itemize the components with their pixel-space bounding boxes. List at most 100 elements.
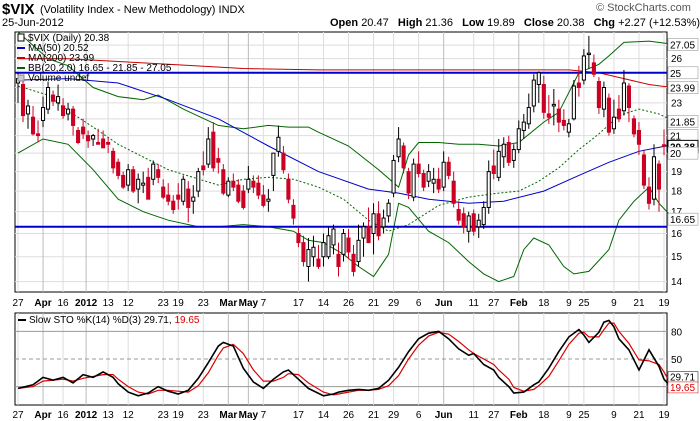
quote-date: 25-Jun-2012 — [2, 17, 64, 29]
x-tick-label: Apr — [34, 298, 51, 309]
x-tick-label: Feb — [510, 410, 528, 421]
value-label: 21 — [670, 132, 682, 143]
candle-body — [186, 188, 191, 208]
candle-body — [601, 87, 606, 110]
price-panel — [14, 31, 668, 293]
open-value: 20.47 — [361, 17, 389, 29]
symbol-name: (Volatility Index - New Methodology) — [40, 4, 216, 16]
x-tick-label: May — [239, 410, 259, 421]
value-label-box — [667, 146, 699, 160]
price-tick-label: 18 — [671, 187, 683, 198]
candle-body — [71, 108, 76, 126]
candle-body — [631, 118, 637, 135]
sto-tick-label: 80 — [671, 327, 683, 338]
candle-body — [176, 194, 181, 200]
x-tick-label: 21 — [633, 298, 645, 309]
x-tick-label: 9 — [611, 298, 617, 309]
value-label: 20 — [670, 149, 682, 160]
value-label: 23.99 — [670, 84, 695, 95]
candle-body — [166, 194, 171, 202]
x-tick-label: 26 — [343, 298, 355, 309]
change-value: +2.27 (+12.53%) — [618, 17, 700, 29]
candle-body — [361, 226, 366, 239]
x-tick-label: 9 — [566, 298, 572, 309]
candle-body — [451, 180, 456, 204]
x-tick-label: 19 — [173, 298, 185, 309]
stockcharts-logo: © StockCharts.com — [596, 2, 691, 14]
candle-body — [341, 232, 346, 255]
candle-body — [251, 180, 256, 188]
candle-body — [51, 94, 56, 102]
high-label: High — [397, 17, 423, 29]
candle-body — [321, 242, 326, 258]
candle-body — [426, 171, 431, 182]
price-tick-label: 23 — [671, 98, 683, 109]
candle-body — [636, 129, 642, 145]
x-tick-label: 27 — [488, 298, 500, 309]
x-tick-label: 27 — [12, 298, 24, 309]
x-tick-label: May — [239, 298, 259, 309]
x-tick-label: 16 — [58, 298, 70, 309]
x-tick-label: Mar — [219, 298, 237, 309]
candle-body — [456, 209, 461, 221]
candle-body — [316, 258, 321, 267]
legend-entry: $VIX (Daily) 20.38 — [28, 33, 110, 44]
candle-body — [101, 138, 106, 149]
candle-body — [626, 85, 631, 109]
x-tick-label: 19 — [658, 410, 670, 421]
candle-body — [406, 171, 411, 194]
x-tick-label: Jun — [435, 410, 453, 421]
candle-body — [40, 107, 46, 121]
candle-body — [86, 135, 91, 142]
candle-body — [241, 190, 246, 208]
legend-entry: MA(200) 23.99 — [28, 53, 95, 64]
x-tick-label: 18 — [538, 298, 550, 309]
candle-body — [246, 178, 251, 190]
candle-body — [536, 72, 541, 86]
x-tick-label: 17 — [293, 298, 305, 309]
candle-body — [261, 194, 266, 206]
high-value: 21.36 — [425, 17, 453, 29]
candle-body — [526, 107, 531, 125]
x-tick-label: 23 — [158, 410, 170, 421]
candle-body — [231, 180, 236, 188]
candle-body — [20, 84, 26, 117]
x-tick-label: 11 — [469, 298, 480, 309]
symbol-description: (Volatility Index - New Methodology) IND… — [40, 4, 245, 16]
candle-body — [531, 79, 536, 107]
candle-body — [56, 96, 61, 104]
candle-body — [211, 131, 216, 169]
candle-body — [586, 52, 591, 56]
candle-body — [466, 215, 471, 232]
candle-body — [511, 149, 516, 161]
close-value: 20.38 — [556, 17, 585, 29]
candle-body — [30, 116, 36, 135]
x-tick-label: 2012 — [75, 298, 98, 309]
candle-body — [161, 186, 166, 198]
value-label: 16.65 — [670, 215, 695, 226]
candle-body — [181, 178, 186, 202]
candle-body — [326, 235, 331, 258]
x-tick-label: 2012 — [75, 410, 98, 421]
candle-body — [291, 204, 296, 219]
x-tick-label: 23 — [158, 298, 170, 309]
candle-body — [66, 108, 71, 115]
candle-body — [276, 136, 281, 152]
candle-body — [591, 62, 596, 75]
candle-body — [351, 253, 356, 272]
x-tick-label: 21 — [633, 410, 645, 421]
x-tick-label: Jun — [435, 298, 453, 309]
candle-legend-icon — [17, 33, 25, 42]
value-label-box — [667, 115, 699, 128]
x-tick-label: 27 — [12, 410, 24, 421]
candle-body — [91, 135, 96, 140]
candle-body — [446, 161, 451, 176]
candle-body — [221, 169, 226, 194]
value-label-box — [667, 81, 699, 94]
candle-body — [286, 178, 291, 200]
x-tick-label: 27 — [488, 410, 500, 421]
candle-body — [136, 178, 141, 190]
volume-legend-icon — [17, 74, 25, 82]
candle-body — [311, 246, 316, 258]
